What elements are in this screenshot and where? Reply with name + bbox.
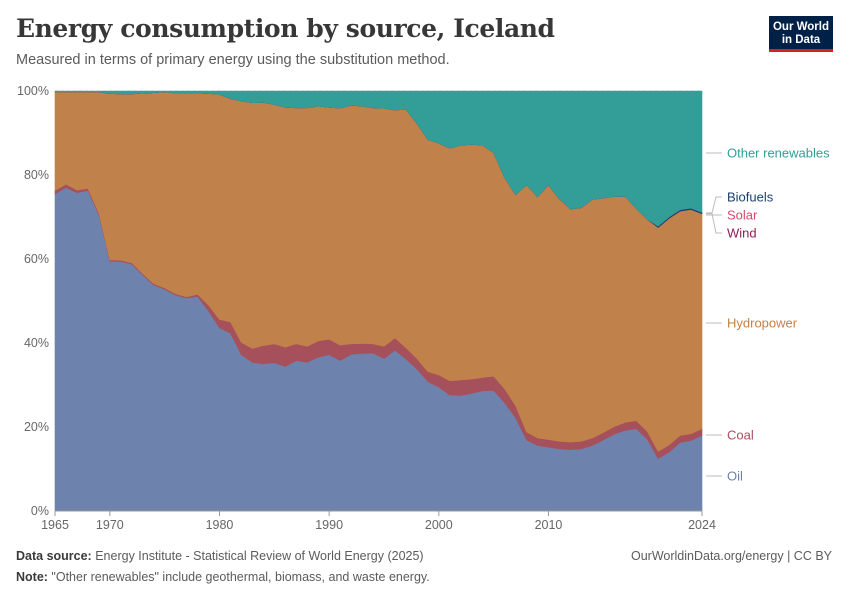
- x-tick-label: 2000: [425, 518, 453, 532]
- legend-connector: [706, 196, 722, 214]
- y-axis: 0% 20% 40% 60% 80% 100%: [17, 84, 49, 518]
- x-tick-label: 1980: [206, 518, 234, 532]
- legend-label-other-renewables[interactable]: Other renewables: [727, 146, 830, 161]
- legend-connector: [706, 213, 722, 234]
- x-tick-label: 2010: [535, 518, 563, 532]
- page-title: Energy consumption by source, Iceland: [16, 14, 555, 43]
- source-line: Data source: Energy Institute - Statisti…: [16, 549, 424, 563]
- x-tick-label: 1970: [96, 518, 124, 532]
- source-text[interactable]: Energy Institute - Statistical Review of…: [91, 549, 424, 563]
- note-label: Note:: [16, 570, 48, 584]
- x-axis: 1965 1970 1980 1990 2000 2010 2024: [41, 510, 716, 532]
- owid-logo[interactable]: Our World in Data: [769, 16, 833, 52]
- logo-line-1: Our World: [772, 21, 829, 33]
- logo-line-2: in Data: [781, 34, 821, 46]
- area-series: [54, 90, 703, 512]
- x-tick-label: 1965: [41, 518, 69, 532]
- credit-link[interactable]: OurWorldinData.org/energy | CC BY: [630, 549, 832, 563]
- legend: Other renewables Biofuels Solar Wind Hydropo…: [706, 146, 830, 484]
- x-tick-label: 2024: [688, 518, 716, 532]
- legend-label-oil[interactable]: Oil: [727, 469, 743, 484]
- area-other-renewables[interactable]: [54, 90, 703, 227]
- legend-label-hydropower[interactable]: Hydropower: [727, 316, 798, 331]
- legend-label-biofuels[interactable]: Biofuels: [727, 190, 774, 205]
- y-tick-label: 20%: [24, 420, 49, 434]
- x-tick-label: 1990: [315, 518, 343, 532]
- legend-label-solar[interactable]: Solar: [727, 208, 758, 223]
- legend-label-wind[interactable]: Wind: [727, 226, 757, 241]
- note-line: Note: "Other renewables" include geother…: [16, 570, 430, 584]
- y-tick-label: 60%: [24, 252, 49, 266]
- legend-label-coal[interactable]: Coal: [727, 428, 754, 443]
- y-tick-label: 0%: [31, 504, 49, 518]
- note-text: "Other renewables" include geothermal, b…: [47, 570, 430, 584]
- y-tick-label: 100%: [17, 84, 49, 98]
- y-tick-label: 40%: [24, 336, 49, 350]
- source-label: Data source:: [16, 549, 92, 563]
- y-tick-label: 80%: [24, 168, 49, 182]
- page-subtitle: Measured in terms of primary energy usin…: [16, 52, 450, 68]
